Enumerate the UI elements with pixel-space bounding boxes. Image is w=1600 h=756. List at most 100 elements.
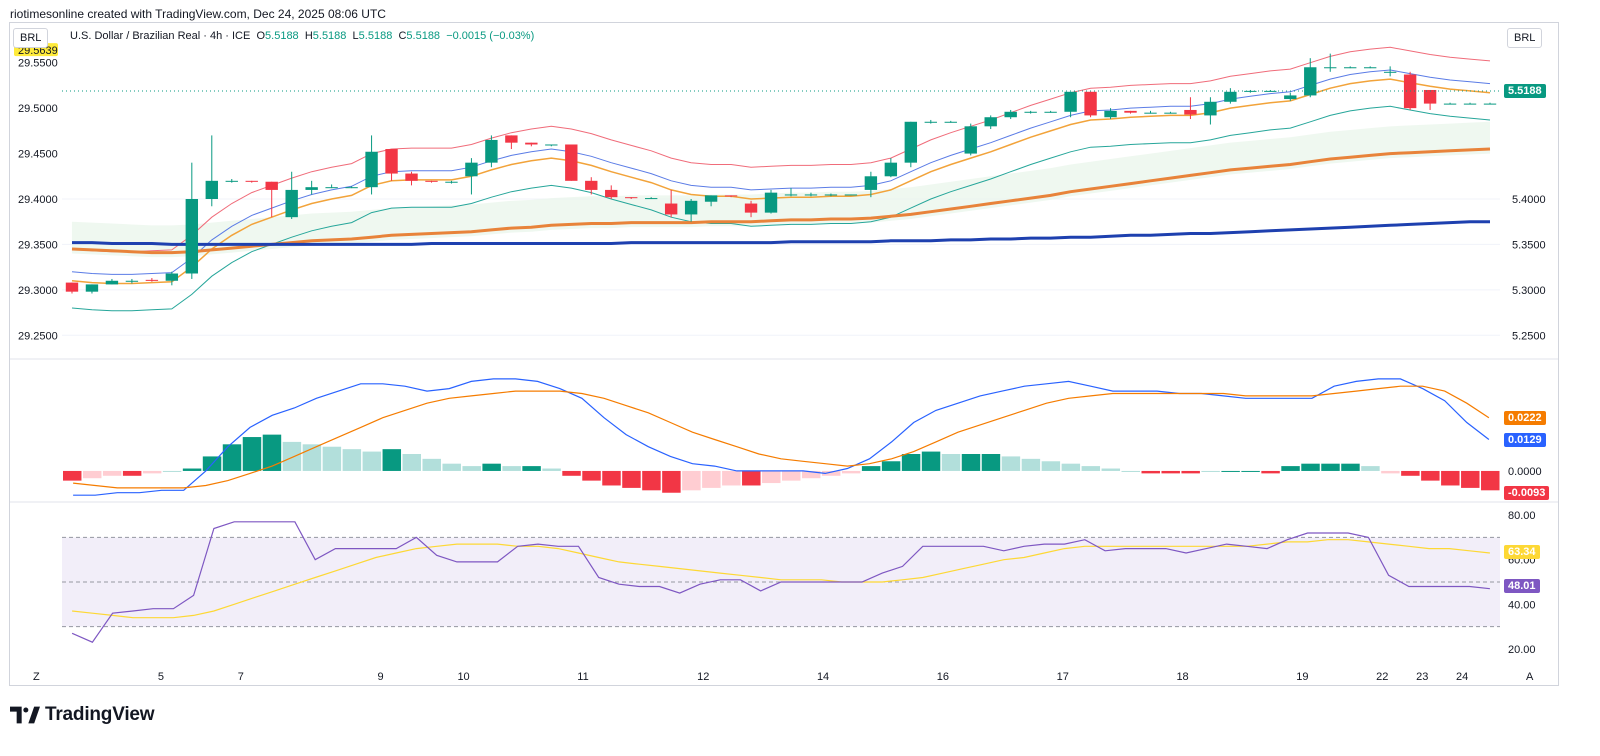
candle-body bbox=[145, 279, 159, 281]
macd-histogram-bar bbox=[861, 466, 881, 471]
macd-histogram-bar bbox=[921, 451, 941, 471]
open-value: 5.5188 bbox=[265, 30, 299, 42]
candle-body bbox=[1304, 67, 1317, 96]
candle-body bbox=[505, 135, 518, 143]
high-label: H bbox=[304, 30, 313, 42]
candle-body bbox=[1224, 91, 1237, 102]
macd-histogram-bar bbox=[1201, 470, 1220, 472]
candle bbox=[1004, 109, 1017, 120]
candle-body bbox=[485, 139, 498, 163]
candle-body bbox=[824, 194, 838, 196]
candle-body bbox=[1024, 111, 1037, 113]
macd-histogram-bar bbox=[442, 463, 461, 471]
candle-body bbox=[265, 181, 278, 190]
macd-histogram-bar bbox=[1181, 470, 1200, 474]
macd-histogram-bar bbox=[282, 441, 302, 471]
rsi-axis-tick: 20.00 bbox=[1508, 644, 1536, 656]
candle bbox=[764, 189, 778, 214]
candle-body bbox=[964, 126, 977, 154]
candle bbox=[505, 135, 518, 150]
macd-histogram-bar bbox=[1241, 470, 1260, 472]
candle bbox=[964, 123, 977, 156]
candle bbox=[605, 185, 618, 199]
candle bbox=[924, 119, 937, 124]
macd-histogram-bar bbox=[402, 454, 421, 471]
candle bbox=[585, 177, 598, 195]
candle bbox=[1344, 66, 1357, 69]
candle-body bbox=[425, 180, 438, 182]
candle-body bbox=[345, 187, 358, 189]
candle bbox=[1204, 97, 1217, 125]
candle bbox=[385, 149, 398, 181]
candle bbox=[1383, 66, 1397, 77]
candle bbox=[105, 278, 119, 285]
candle-body bbox=[1324, 67, 1337, 69]
chart-caption: riotimesonline created with TradingView.… bbox=[10, 7, 386, 21]
x-axis-tick: 5 bbox=[158, 671, 164, 683]
auto-scale-icon: A bbox=[1526, 671, 1534, 683]
macd-histogram-bar bbox=[1261, 470, 1280, 474]
rsi-ma-line bbox=[72, 539, 1490, 619]
macd-histogram-bar bbox=[1121, 470, 1140, 472]
left-axis-tick: 29.2500 bbox=[18, 330, 58, 342]
macd-histogram-bar bbox=[422, 458, 441, 471]
last-price-tag: 5.5188 bbox=[1504, 84, 1546, 99]
candle-body bbox=[1284, 95, 1297, 100]
macd-histogram-bar bbox=[901, 454, 921, 471]
x-axis-tick: 22 bbox=[1376, 671, 1388, 683]
macd-histogram-bar bbox=[801, 470, 821, 479]
candle bbox=[1224, 88, 1237, 104]
candle bbox=[1324, 53, 1337, 72]
candle-body bbox=[1463, 103, 1477, 105]
candle-body bbox=[944, 121, 957, 123]
candle-body bbox=[625, 197, 638, 199]
candle bbox=[565, 144, 578, 181]
macd-value-tag: 0.0129 bbox=[1504, 432, 1546, 447]
close-label: C bbox=[398, 30, 407, 42]
macd-hist-tag: -0.0093 bbox=[1504, 486, 1550, 501]
macd-histogram-bar bbox=[1401, 470, 1420, 476]
macd-histogram-bar bbox=[562, 470, 581, 476]
candle bbox=[425, 180, 438, 183]
candle bbox=[884, 158, 898, 178]
candle bbox=[1124, 110, 1137, 114]
candle-body bbox=[1104, 110, 1117, 118]
macd-histogram-bar bbox=[322, 446, 342, 471]
macd-histogram-bar bbox=[821, 470, 841, 476]
candle bbox=[1363, 66, 1377, 69]
candle bbox=[305, 180, 318, 195]
candle bbox=[405, 171, 418, 186]
macd-histogram-bar bbox=[182, 468, 202, 471]
currency-right-badge[interactable]: BRL bbox=[1507, 28, 1543, 48]
macd-histogram-bar bbox=[762, 470, 781, 484]
candle-body bbox=[525, 142, 538, 145]
candle-body bbox=[664, 203, 678, 215]
candle-body bbox=[1204, 101, 1217, 116]
candle bbox=[185, 162, 199, 279]
candle bbox=[644, 197, 658, 200]
zoom-icon: Z bbox=[33, 671, 40, 683]
change-value: −0.0015 (−0.03%) bbox=[446, 30, 535, 42]
macd-histogram-bar bbox=[1361, 466, 1380, 471]
candle-body bbox=[65, 282, 79, 292]
candle-body bbox=[605, 189, 618, 198]
candle bbox=[744, 200, 758, 218]
rsi-axis-tick: 40.00 bbox=[1508, 599, 1536, 611]
candle-body bbox=[764, 192, 778, 213]
macd-histogram-bar bbox=[582, 470, 601, 481]
candle bbox=[465, 158, 478, 195]
candle bbox=[864, 171, 878, 198]
right-axis-tick: 5.3000 bbox=[1512, 285, 1546, 297]
candle-body bbox=[225, 180, 238, 182]
candle-body bbox=[1344, 67, 1357, 69]
candle-body bbox=[784, 194, 798, 196]
symbol-name: U.S. Dollar / Brazilian Real · 4h · ICE bbox=[70, 30, 251, 42]
macd-histogram-bar bbox=[63, 470, 82, 481]
candle-body bbox=[405, 173, 418, 181]
rsi-ma-tag: 63.34 bbox=[1504, 545, 1540, 560]
currency-left-badge[interactable]: BRL bbox=[13, 28, 49, 48]
candle bbox=[1483, 102, 1497, 105]
macd-histogram-bar bbox=[782, 470, 801, 481]
candle-body bbox=[644, 198, 658, 200]
